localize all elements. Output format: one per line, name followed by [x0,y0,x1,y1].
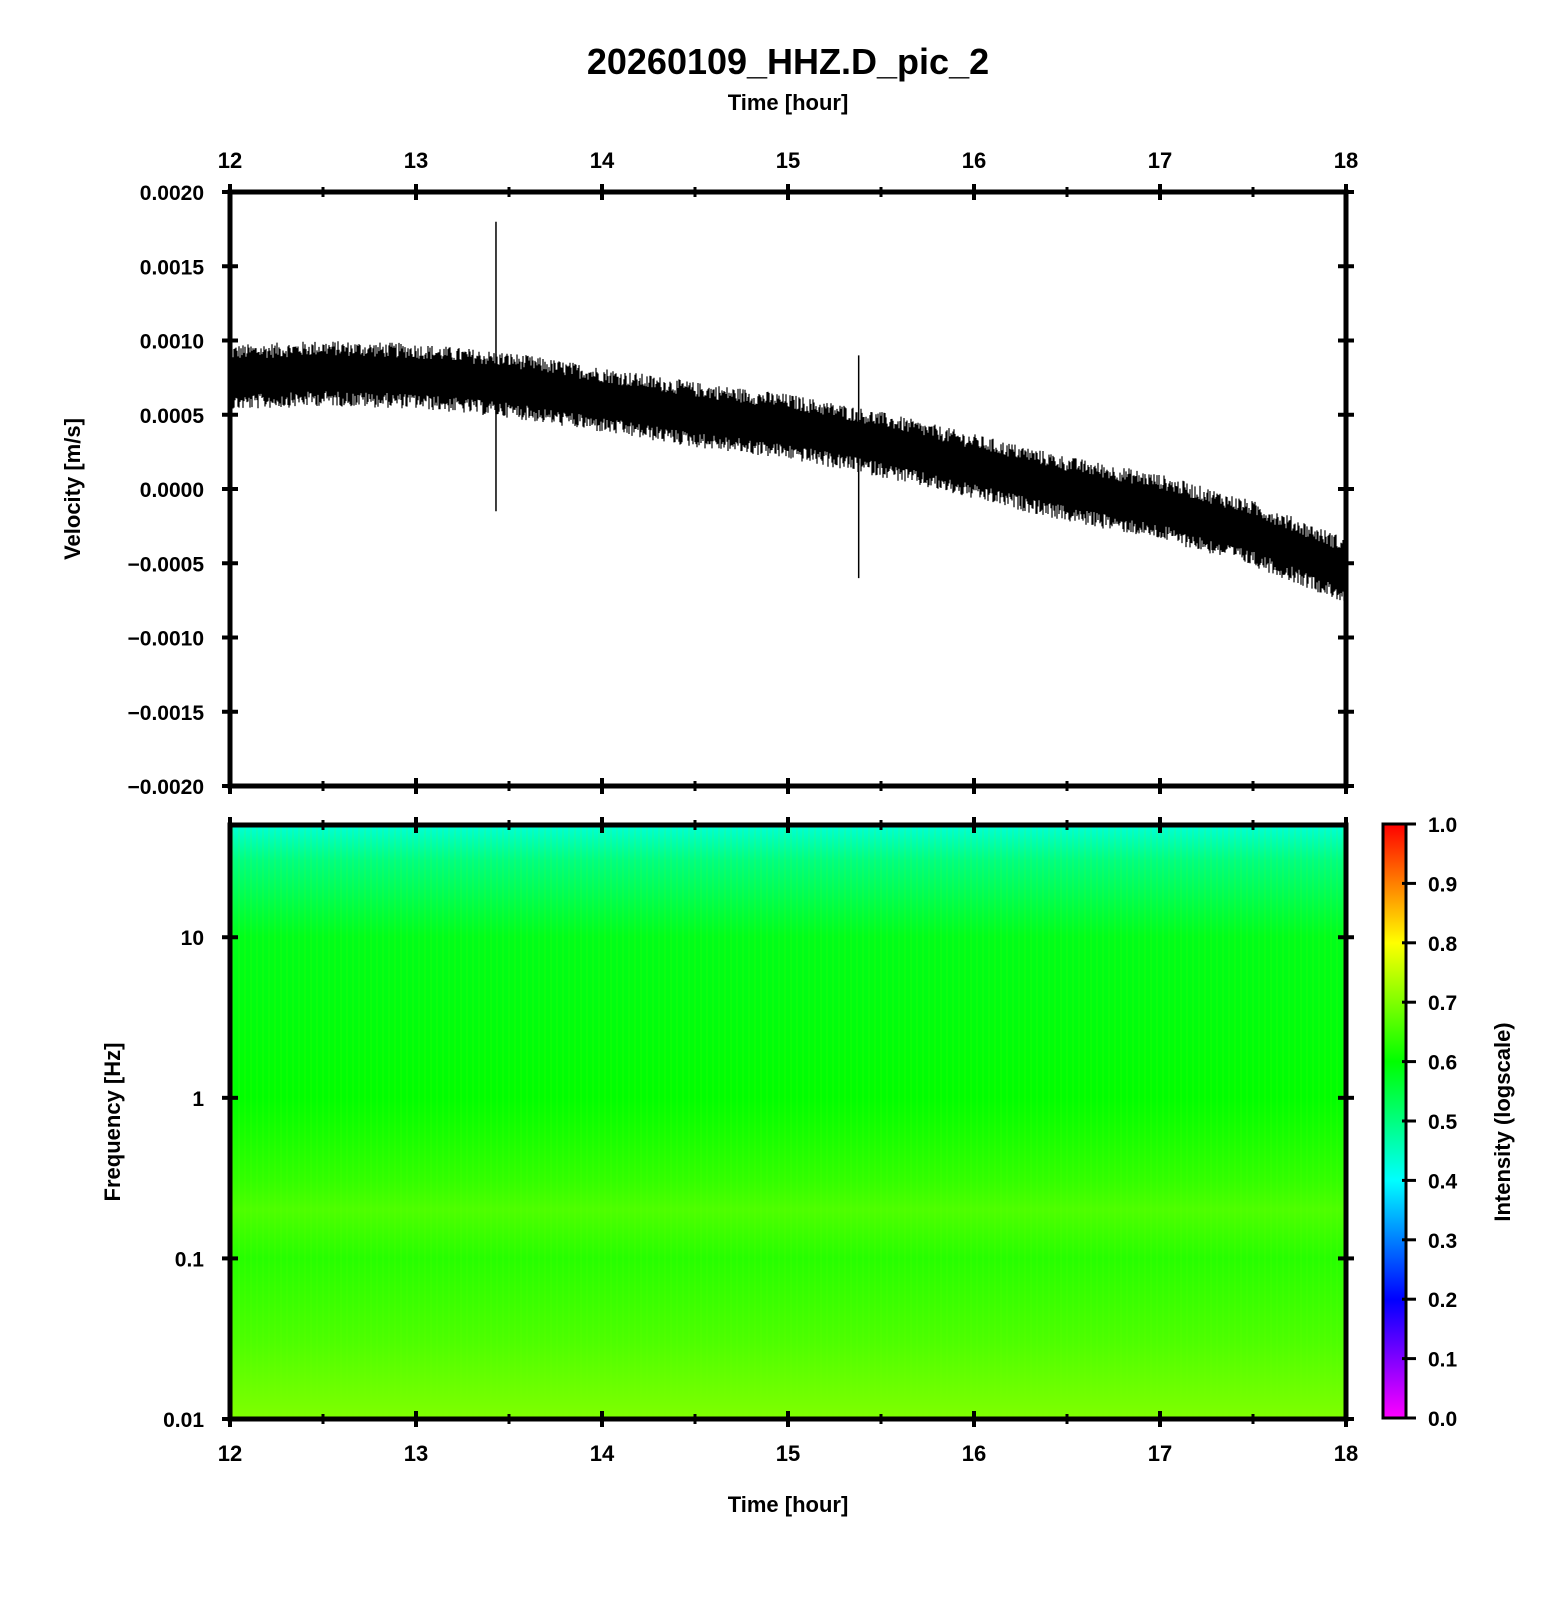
x-tick-label: 13 [404,1441,428,1466]
y-tick-label: −0.0015 [128,702,205,725]
velocity-axis-label: Velocity [m/s] [60,418,85,560]
y-tick-label: 0.0020 [140,182,204,205]
freq-tick-label: 0.1 [175,1248,205,1271]
y-tick-label: 0.0015 [140,256,205,279]
colorbar-tick-label: 0.9 [1428,873,1457,896]
freq-tick-label: 10 [181,927,204,950]
waveform-trace [230,341,1346,601]
waveform-y-ticks: 0.0020 0.0015 0.0010 0.0005 0.0000 −0.0005 −0.… [128,182,1354,799]
bottom-x-axis-label: Time [hour] [728,1492,849,1517]
y-tick-label: −0.0005 [128,553,205,576]
colorbar-tick-label: 0.0 [1428,1408,1457,1431]
x-tick-label: 17 [1148,1441,1172,1466]
freq-tick-label: 1 [192,1088,204,1111]
y-tick-label: 0.0000 [140,479,204,502]
frequency-axis-label: Frequency [Hz] [100,1043,125,1202]
colorbar-tick-label: 0.7 [1428,992,1457,1015]
spectrogram-time-streaks [232,825,1344,1419]
x-tick-label: 18 [1334,1441,1358,1466]
y-tick-label: −0.0010 [128,628,205,651]
velocity-waveform-panel: 12 13 14 15 16 17 18 0.00200.00150.00100.00050… [60,148,1358,799]
colorbar-tick-label: 0.3 [1428,1230,1457,1253]
top-x-axis-label: Time [hour] [728,90,849,115]
x-tick-label: 16 [962,148,986,173]
colorbar-ticks: 1.0 0.9 0.8 0.7 0.6 0.5 0.4 0.3 0.2 0.1 0.0 [1402,814,1458,1431]
y-tick-label: 0.0010 [140,331,204,354]
waveform-x-ticks: 12 13 14 15 16 17 18 [218,148,1358,794]
waveform-envelope [230,341,1346,601]
colorbar-tick-label: 0.1 [1428,1349,1458,1372]
y-tick-label: 0.0005 [140,405,205,428]
spectrogram-stripes [232,825,1344,1419]
figure-title: 20260109_HHZ.D_pic_2 [587,41,989,82]
x-tick-label: 14 [590,148,615,173]
x-tick-label: 12 [218,1441,242,1466]
spectrogram-image [230,825,1346,1419]
colorbar-tick-label: 1.0 [1428,814,1457,837]
waveform-centre-line [230,361,1346,579]
x-tick-label: 17 [1148,148,1172,173]
colorbar-tick-label: 0.4 [1428,1170,1458,1193]
colorbar-tick-label: 0.8 [1428,933,1458,956]
x-tick-label: 14 [590,1441,615,1466]
colorbar-tick-label: 0.5 [1428,1111,1458,1134]
colorbar-tick-label: 0.6 [1428,1052,1457,1075]
colorbar-tick-label: 0.2 [1428,1289,1457,1312]
waveform-spikes [495,221,860,579]
colorbar-label: Intensity (logscale) [1490,1022,1515,1221]
spectrogram-x-ticks: 12 13 14 15 16 17 18 [218,817,1358,1466]
x-tick-label: 15 [776,148,800,173]
spectrogram-panel: 12 13 14 15 16 17 18 10 1 0.1 0.01 Frequency [Hz]… [100,817,1358,1517]
x-tick-label: 16 [962,1441,986,1466]
y-tick-label: −0.0020 [128,776,205,799]
x-tick-label: 12 [218,148,242,173]
intensity-colorbar: 1.0 0.9 0.8 0.7 0.6 0.5 0.4 0.3 0.2 0.1 0.0 Intens… [1381,814,1515,1431]
x-tick-label: 18 [1334,148,1358,173]
x-tick-label: 15 [776,1441,800,1466]
freq-tick-label: 0.01 [163,1409,204,1432]
spectrogram-y-ticks: 10 1 0.1 0.01 [163,927,1354,1432]
x-tick-label: 13 [404,148,428,173]
